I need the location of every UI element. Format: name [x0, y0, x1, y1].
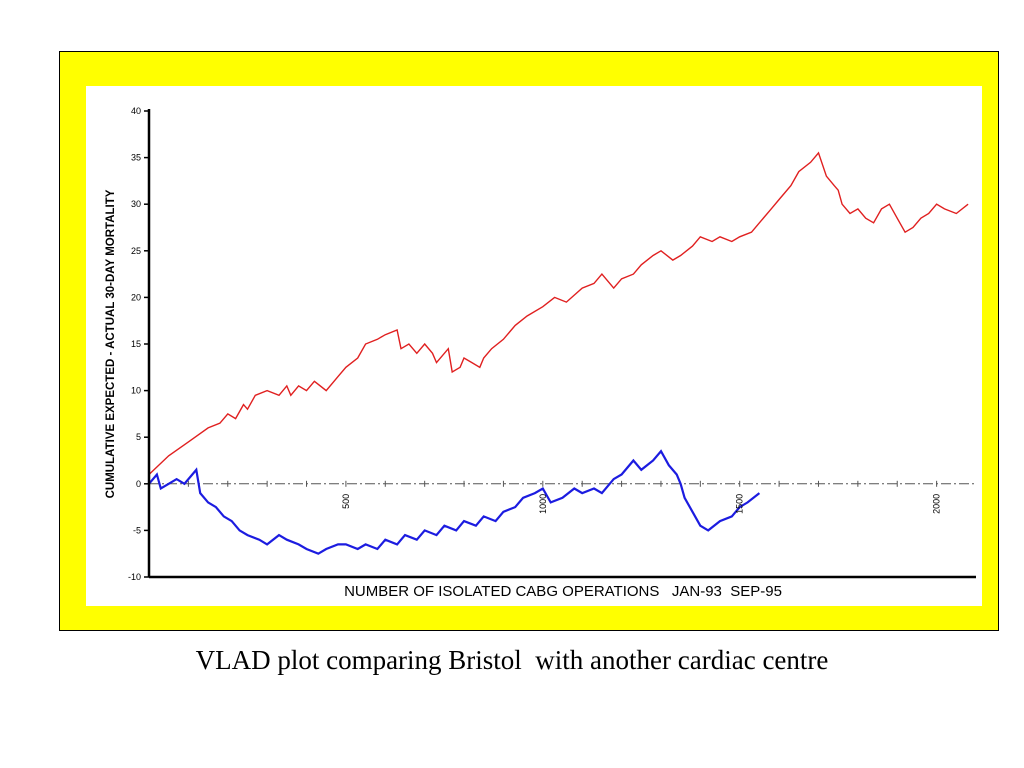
x-tick-label: 500: [341, 494, 351, 509]
y-axis-label: CUMULATIVE EXPECTED - ACTUAL 30-DAY MORT…: [105, 189, 117, 498]
series-line-1: [148, 151, 969, 476]
x-tick-label: 2000: [932, 494, 942, 514]
y-tick-label: 10: [131, 386, 141, 396]
y-tick-label: 25: [131, 246, 141, 256]
y-tick-label: 5: [136, 432, 141, 442]
y-tick-label: 15: [131, 339, 141, 349]
y-tick-label: -10: [128, 572, 141, 582]
caption: VLAD plot comparing Bristol with another…: [195, 645, 829, 675]
y-tick-label: 0: [136, 479, 141, 489]
vlad-chart: -10 -5 0 5 10 15 20 25 30 35 40 500 1000 1500 2000 CU…: [105, 106, 976, 600]
series-line-2: [148, 449, 761, 555]
y-tick-label: 20: [131, 292, 141, 302]
x-tick-label: 1500: [735, 494, 745, 514]
y-tick-label: 30: [131, 199, 141, 209]
x-tick-label: 1000: [538, 494, 548, 514]
plot-panel: -10 -5 0 5 10 15 20 25 30 35 40 500 1000 1500 2000 CU…: [86, 86, 982, 606]
y-tick-label: 40: [131, 106, 141, 116]
y-tick-label: -5: [133, 525, 141, 535]
y-tick-label: 35: [131, 153, 141, 163]
x-axis-label: NUMBER OF ISOLATED CABG OPERATIONS JAN-9…: [344, 583, 782, 600]
